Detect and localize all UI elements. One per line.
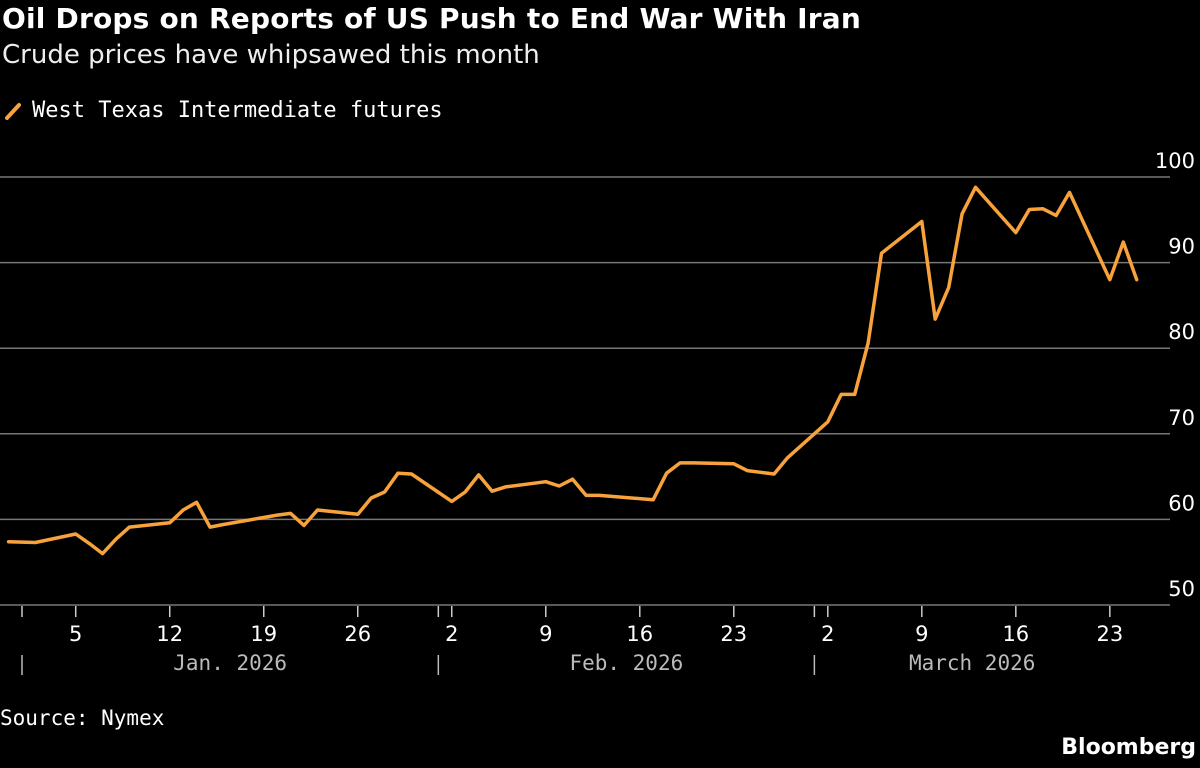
month-label: Jan. 2026 <box>173 651 287 675</box>
y-tick-label: 100 <box>1155 149 1195 173</box>
x-tick-label: 2 <box>445 622 458 646</box>
y-tick-label: 80 <box>1168 320 1195 344</box>
y-tick-label: 90 <box>1168 235 1195 259</box>
legend: West Texas Intermediate futures <box>4 98 443 123</box>
source-note: Source: Nymex <box>0 706 165 730</box>
y-tick-label: 70 <box>1168 406 1195 430</box>
legend-swatch-icon <box>5 102 21 120</box>
bloomberg-logo: Bloomberg <box>1061 735 1196 760</box>
x-tick-label: 5 <box>69 622 82 646</box>
series-line-wti <box>6 185 1139 556</box>
x-tick-label: 23 <box>720 622 747 646</box>
x-tick-label: 23 <box>1096 622 1123 646</box>
x-tick-label: 26 <box>344 622 371 646</box>
x-tick-label: 19 <box>250 622 277 646</box>
legend-label: West Texas Intermediate futures <box>32 98 443 123</box>
month-label: March 2026 <box>909 651 1035 675</box>
x-tick-label: 9 <box>539 622 552 646</box>
x-tick-label: 9 <box>915 622 928 646</box>
month-label: Feb. 2026 <box>569 651 683 675</box>
x-tick-label: 2 <box>821 622 834 646</box>
chart-subtitle: Crude prices have whipsawed this month <box>2 40 540 70</box>
y-tick-label: 60 <box>1168 491 1195 515</box>
chart-title: Oil Drops on Reports of US Push to End W… <box>2 2 862 35</box>
x-tick-label: 12 <box>156 622 183 646</box>
x-tick-label: 16 <box>1002 622 1029 646</box>
x-tick-label: 16 <box>626 622 653 646</box>
y-tick-label: 50 <box>1168 577 1195 601</box>
